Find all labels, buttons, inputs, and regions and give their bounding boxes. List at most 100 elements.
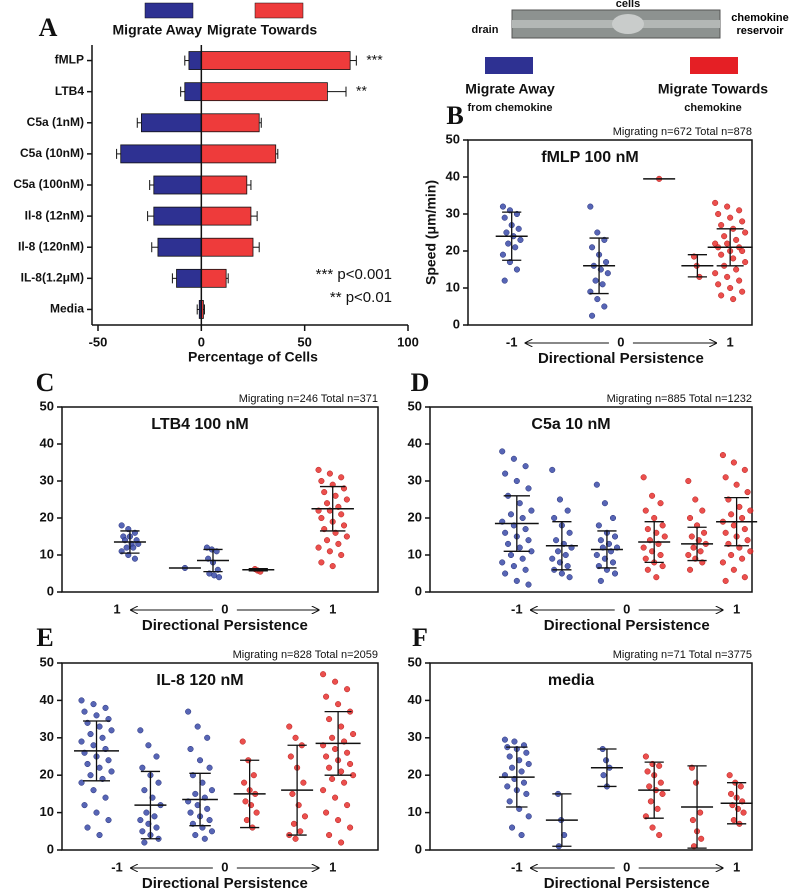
- data-point: [344, 686, 351, 693]
- data-point: [141, 787, 148, 794]
- data-point: [301, 813, 309, 820]
- data-point: [507, 551, 515, 559]
- x-tick-label: 100: [397, 334, 419, 349]
- cells-cluster: [612, 14, 644, 34]
- data-point: [510, 455, 517, 462]
- data-point: [102, 704, 109, 711]
- data-point: [653, 529, 660, 536]
- data-point: [335, 817, 342, 824]
- data-point: [289, 790, 296, 797]
- data-point: [96, 831, 103, 839]
- y-tick-label: 40: [408, 435, 422, 450]
- data-point: [208, 828, 215, 835]
- data-point: [84, 824, 91, 831]
- data-point: [501, 214, 508, 221]
- legend-sublabel: from chemokine: [468, 102, 553, 114]
- y-tick-label: IL-8(1.2μM): [21, 271, 84, 285]
- data-point: [656, 831, 663, 839]
- data-point: [300, 779, 307, 786]
- data-point: [105, 757, 112, 764]
- data-point: [78, 697, 85, 704]
- x-tick-label: 1: [727, 334, 734, 349]
- data-point: [739, 555, 746, 562]
- data-point: [564, 507, 571, 514]
- data-point: [697, 548, 704, 555]
- data-point: [659, 790, 666, 797]
- data-point: [595, 522, 602, 529]
- data-point: [335, 701, 342, 708]
- x-tick-label: 0: [623, 601, 630, 616]
- y-tick-label: 0: [47, 841, 54, 856]
- data-point: [599, 281, 606, 288]
- data-point: [733, 481, 740, 488]
- y-tick-label: 20: [408, 767, 422, 782]
- data-point: [657, 779, 664, 786]
- y-tick-label: 50: [40, 398, 54, 413]
- y-tick-label: 30: [446, 205, 460, 220]
- data-point: [744, 537, 751, 544]
- data-point: [151, 813, 158, 820]
- data-point: [642, 555, 649, 562]
- data-point: [499, 448, 506, 455]
- data-point: [685, 477, 692, 485]
- data-point: [601, 500, 608, 507]
- data-point: [502, 529, 509, 536]
- data-point: [292, 734, 299, 741]
- x-axis-title: Directional Persistence: [544, 875, 710, 890]
- data-point: [737, 783, 744, 790]
- data-point: [556, 496, 563, 503]
- y-tick-label: 0: [415, 583, 422, 598]
- data-point: [549, 466, 556, 473]
- y-tick-label: C5a (1nM): [27, 115, 84, 129]
- data-point: [344, 802, 351, 809]
- data-point: [687, 566, 694, 573]
- data-point: [523, 749, 530, 756]
- data-point: [315, 544, 322, 551]
- chart-title: media: [548, 672, 594, 689]
- data-point: [105, 817, 112, 824]
- data-point: [603, 757, 610, 764]
- data-point: [192, 831, 199, 839]
- data-point: [513, 477, 520, 485]
- data-point: [499, 251, 506, 258]
- data-point: [323, 500, 331, 507]
- data-point: [96, 723, 103, 730]
- data-point: [509, 764, 516, 771]
- sample-note: Migrating n=885 Total n=1232: [607, 393, 752, 405]
- data-point: [292, 835, 299, 842]
- y-tick-label: 20: [446, 242, 460, 257]
- legend-label: Migrate Towards: [207, 22, 317, 38]
- data-point: [609, 514, 617, 522]
- data-point: [739, 218, 746, 225]
- data-point: [692, 496, 699, 503]
- x-tick-label: -1: [511, 859, 523, 874]
- data-point: [510, 563, 517, 570]
- data-point: [747, 548, 754, 555]
- data-point: [78, 779, 85, 786]
- data-point: [505, 540, 512, 547]
- data-point: [747, 507, 754, 514]
- data-point: [318, 514, 325, 522]
- bar: [200, 175, 248, 195]
- data-point: [724, 273, 731, 280]
- data-point: [506, 753, 513, 760]
- data-point: [499, 203, 506, 210]
- y-tick-label: 20: [408, 509, 422, 524]
- data-point: [96, 764, 103, 771]
- data-point: [335, 540, 342, 547]
- data-point: [661, 533, 668, 540]
- sample-note: Migrating n=828 Total n=2059: [233, 649, 378, 661]
- data-point: [350, 731, 357, 738]
- data-point: [727, 284, 734, 292]
- data-point: [253, 809, 260, 816]
- data-point: [742, 259, 749, 266]
- data-point: [564, 563, 571, 570]
- data-point: [208, 787, 215, 794]
- data-point: [315, 466, 322, 473]
- legend-swatch: [485, 57, 533, 74]
- data-point: [519, 555, 526, 562]
- data-point: [338, 723, 345, 730]
- data-point: [90, 742, 97, 749]
- data-point: [141, 839, 148, 846]
- y-tick-label: C5a (10nM): [20, 146, 84, 160]
